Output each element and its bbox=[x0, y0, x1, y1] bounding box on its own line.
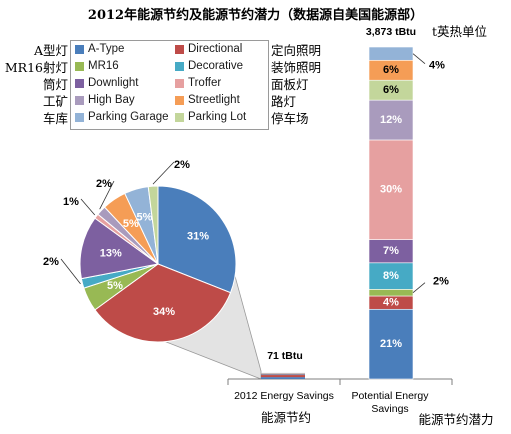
legend-item: Streetlight bbox=[175, 94, 240, 106]
bar-segment bbox=[368, 46, 414, 61]
legend-swatch bbox=[75, 61, 84, 71]
legend-label: Decorative bbox=[188, 60, 243, 72]
legend-item: Parking Garage bbox=[75, 111, 169, 123]
bar-segment bbox=[368, 308, 414, 380]
legend-swatch bbox=[75, 78, 84, 88]
legend-swatch bbox=[75, 95, 84, 105]
bar-data-label: 8% bbox=[383, 270, 399, 282]
x-tick-label-cn: 能源节约潜力 bbox=[418, 412, 493, 427]
bar-segment bbox=[261, 375, 305, 378]
legend-label-cn: A型灯 bbox=[33, 43, 68, 58]
bar-leader-line bbox=[412, 53, 426, 64]
pie-leader-line bbox=[99, 180, 115, 210]
legend-label-cn: 筒灯 bbox=[42, 77, 68, 92]
legend: A-Type Directional MR16 Decorative Downlight… bbox=[70, 40, 269, 130]
bar-segment bbox=[261, 377, 305, 379]
legend-swatch bbox=[175, 95, 184, 105]
legend-item: High Bay bbox=[75, 94, 135, 106]
legend-label-cn: 工矿 bbox=[42, 94, 68, 109]
pie-data-label: 1% bbox=[63, 196, 79, 208]
pie-data-label: 2% bbox=[174, 159, 190, 171]
pie-leader-line bbox=[152, 161, 175, 185]
legend-label: Downlight bbox=[88, 77, 139, 89]
x-tick-label: Potential Energy bbox=[351, 390, 429, 402]
legend-label: Parking Lot bbox=[188, 111, 247, 123]
bar-data-label: 6% bbox=[383, 64, 399, 76]
bar-data-label: 7% bbox=[383, 245, 399, 257]
bar-total-label: 3,873 tBtu bbox=[366, 26, 416, 38]
bar-segment bbox=[368, 289, 414, 297]
pie-data-label: 5% bbox=[137, 211, 153, 223]
legend-label: High Bay bbox=[88, 94, 135, 106]
legend-item: Directional bbox=[175, 43, 242, 55]
legend-item: Troffer bbox=[175, 77, 221, 89]
legend-swatch bbox=[175, 44, 184, 54]
legend-label: Directional bbox=[188, 43, 243, 55]
bar-unit-label: t英热单位 bbox=[432, 24, 487, 39]
bar-data-label: 30% bbox=[380, 184, 402, 196]
bar-segment bbox=[368, 262, 414, 290]
bar-leader-line bbox=[412, 282, 426, 293]
pie-slice bbox=[94, 263, 232, 343]
pie-slice bbox=[79, 217, 160, 280]
pie-leader-line bbox=[80, 198, 96, 216]
x-tick-label: 2012 Energy Savings bbox=[234, 390, 334, 402]
pie-data-label: 31% bbox=[187, 231, 209, 243]
legend-label: Parking Garage bbox=[88, 111, 169, 123]
legend-label: Troffer bbox=[188, 77, 222, 89]
legend-label-cn: 定向照明 bbox=[271, 43, 322, 58]
pie-slice bbox=[147, 185, 159, 265]
pie-data-label: 13% bbox=[100, 247, 122, 259]
x-tick-label: Savings bbox=[371, 403, 408, 415]
bar-data-label: 6% bbox=[383, 84, 399, 96]
legend-label-cn: 路灯 bbox=[271, 94, 297, 109]
legend-swatch bbox=[175, 61, 184, 71]
legend-item: Parking Lot bbox=[175, 111, 246, 123]
x-tick-label-cn: 能源节约 bbox=[261, 410, 311, 425]
legend-label-cn: MR16射灯 bbox=[4, 60, 68, 75]
legend-swatch bbox=[175, 112, 184, 122]
bar-data-label: 4% bbox=[429, 60, 445, 72]
pie-data-label: 2% bbox=[96, 178, 112, 190]
legend-label-cn: 车库 bbox=[42, 111, 68, 126]
legend-item: MR16 bbox=[75, 60, 119, 72]
bar-total-label: 71 tBtu bbox=[267, 350, 303, 362]
legend-swatch bbox=[75, 112, 84, 122]
legend-swatch bbox=[175, 78, 184, 88]
legend-label: A-Type bbox=[88, 43, 125, 55]
pie-data-label: 2% bbox=[43, 256, 59, 268]
pie-leader-line bbox=[60, 258, 81, 285]
chart-title: 2012年能源节约及能源节约潜力（数据源自美国能源部） bbox=[87, 8, 424, 23]
bar-segment bbox=[368, 139, 414, 240]
pie-data-label: 5% bbox=[123, 218, 139, 230]
legend-label: MR16 bbox=[88, 60, 119, 72]
legend-label: Streetlight bbox=[188, 94, 240, 106]
legend-label-cn: 装饰照明 bbox=[271, 60, 322, 75]
bar-data-label: 21% bbox=[380, 338, 402, 350]
legend-label-cn: 停车场 bbox=[271, 111, 309, 126]
legend-swatch bbox=[75, 44, 84, 54]
legend-item: Decorative bbox=[175, 60, 243, 72]
pie-data-label: 34% bbox=[153, 306, 175, 318]
legend-item: A-Type bbox=[75, 43, 124, 55]
bar-segment bbox=[368, 99, 414, 141]
legend-item: Downlight bbox=[75, 77, 139, 89]
bar-segment bbox=[261, 373, 305, 375]
bar-data-label: 2% bbox=[433, 276, 449, 288]
bar-data-label: 4% bbox=[383, 297, 399, 309]
pie-data-label: 5% bbox=[107, 280, 123, 292]
pie-slice bbox=[157, 185, 237, 294]
bar-data-label: 12% bbox=[380, 114, 402, 126]
legend-label-cn: 面板灯 bbox=[271, 77, 309, 92]
